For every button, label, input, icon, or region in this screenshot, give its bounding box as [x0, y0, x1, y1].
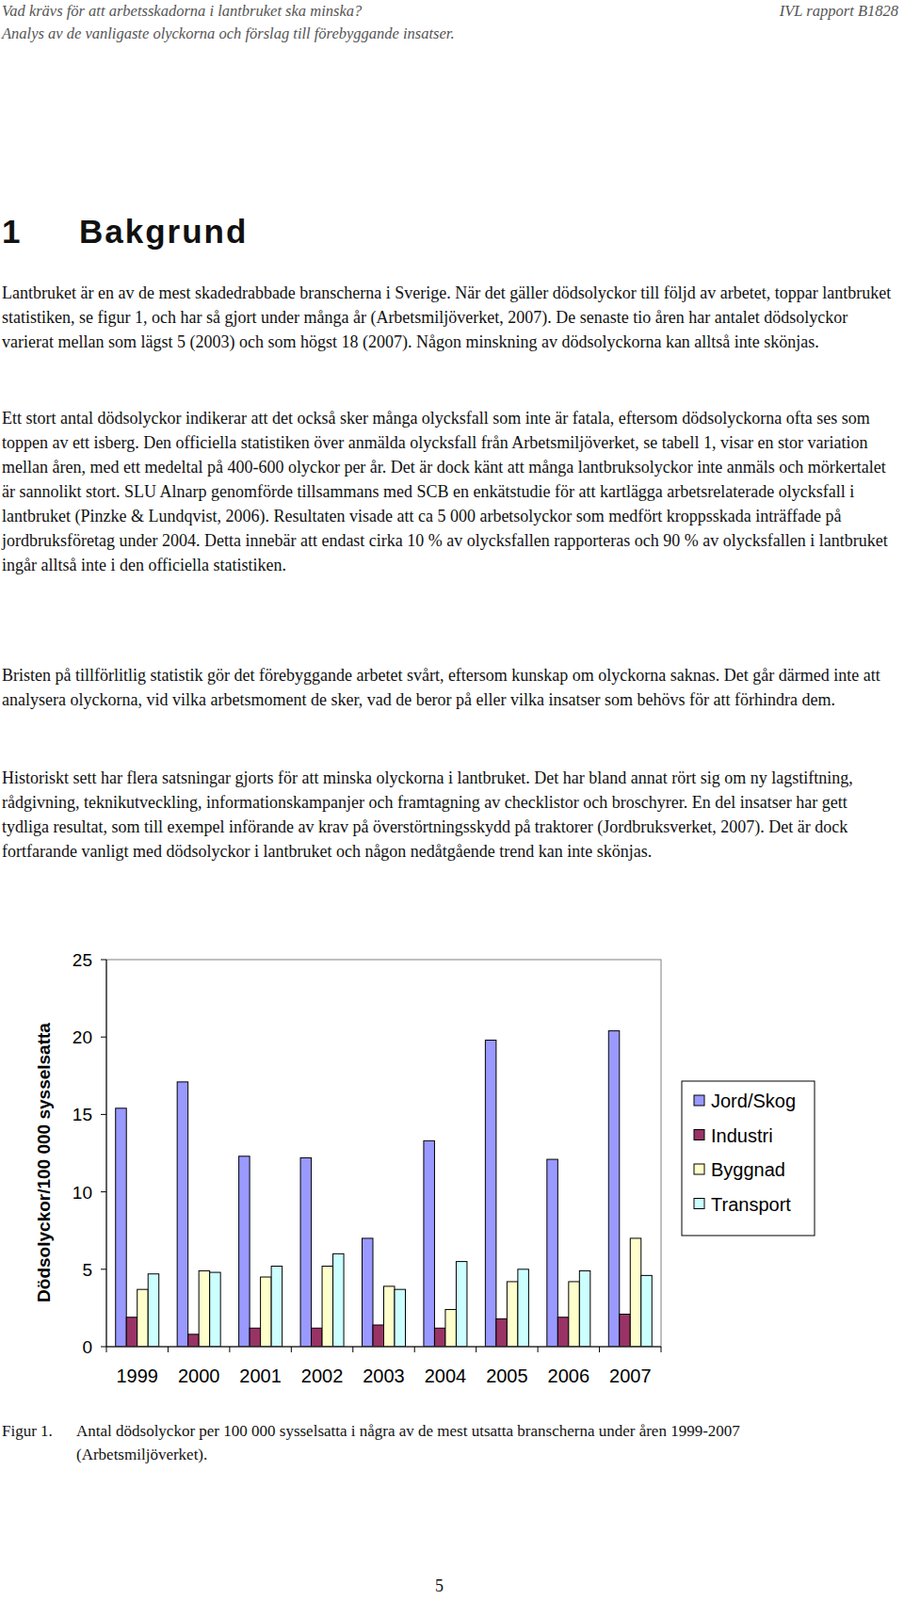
y-tick [100, 1268, 107, 1270]
y-tick-label: 0 [81, 1337, 93, 1357]
y-tick-label: 10 [72, 1182, 93, 1203]
bar [239, 1156, 251, 1347]
bar [137, 1289, 149, 1347]
x-tick-label: 2007 [609, 1365, 652, 1387]
x-tick-label: 2006 [548, 1365, 591, 1387]
bars [115, 1031, 653, 1347]
bar [547, 1159, 559, 1347]
x-tick-label: 1999 [115, 1365, 159, 1387]
x-tick [475, 1346, 477, 1353]
heading-number: 1 [1, 212, 22, 251]
header-report: IVL rapport B1828 [779, 0, 899, 23]
bar [506, 1281, 518, 1347]
bar [300, 1157, 312, 1347]
paragraph: Bristen på tillförlitlig statistik gör d… [1, 662, 893, 712]
bar [311, 1327, 323, 1347]
y-axis-label: Dödsolyckor/100 000 sysselsatta [33, 1022, 54, 1303]
caption-text: Antal dödsolyckor per 100 000 sysselsatt… [76, 1419, 830, 1467]
page-number: 5 [435, 1576, 444, 1597]
bar [372, 1324, 385, 1347]
y-tick-label: 20 [72, 1027, 93, 1048]
bar [608, 1031, 620, 1347]
bar [322, 1266, 334, 1347]
bar [198, 1270, 210, 1347]
x-tick-label: 2003 [362, 1365, 405, 1387]
x-tick-label: 2002 [301, 1365, 344, 1387]
x-tick-label: 2000 [177, 1365, 221, 1387]
legend-box [681, 1081, 815, 1236]
legend-label: Transport [710, 1194, 791, 1215]
bar [455, 1261, 468, 1347]
bar [209, 1272, 222, 1347]
bar [394, 1289, 406, 1347]
bar [423, 1140, 436, 1347]
bar [271, 1266, 283, 1347]
x-tick-label: 2004 [424, 1365, 468, 1387]
bar [484, 1039, 497, 1347]
x-tick [537, 1346, 539, 1353]
x-axis [106, 1346, 662, 1348]
header-subtitle: Analys av de vanligaste olyckorna och fö… [1, 22, 455, 46]
y-tick [100, 1113, 107, 1115]
bar [434, 1327, 446, 1347]
bar [177, 1081, 189, 1347]
bar [517, 1269, 530, 1347]
bar [641, 1275, 653, 1347]
y-tick-label: 25 [72, 950, 93, 970]
x-tick [106, 1346, 108, 1353]
y-axis [106, 959, 108, 1347]
y-tick [100, 959, 107, 961]
x-tick [167, 1346, 169, 1353]
x-tick [352, 1346, 354, 1353]
bar [260, 1276, 273, 1347]
bar [445, 1309, 457, 1347]
bar [384, 1286, 396, 1347]
legend-label: Industri [710, 1125, 774, 1147]
bar [579, 1270, 591, 1347]
bar [115, 1108, 128, 1347]
heading-title: Bakgrund [79, 212, 248, 251]
y-tick [100, 1191, 107, 1193]
x-tick [290, 1346, 292, 1353]
caption-label: Figur 1. [1, 1419, 53, 1443]
header-title: Vad krävs för att arbetsskadorna i lantb… [1, 0, 362, 23]
x-tick [598, 1346, 600, 1353]
y-tick-label: 5 [81, 1259, 93, 1280]
y-tick [100, 1036, 107, 1038]
legend-swatch [694, 1198, 705, 1210]
legend-swatch [694, 1130, 705, 1141]
paragraph: Ett stort antal dödsolyckor indikerar at… [1, 405, 893, 578]
x-tick-label: 2005 [485, 1365, 529, 1387]
chart: 0 5 10 15 20 25 1999 2000 2001 2002 2003 2004 2005 20… [0, 932, 904, 1413]
x-tick [661, 1346, 662, 1353]
x-tick-label: 2001 [239, 1365, 282, 1387]
bar [496, 1318, 508, 1347]
legend-swatch [694, 1163, 705, 1175]
paragraph: Historiskt sett har flera satsningar gjo… [1, 765, 893, 864]
bar [333, 1253, 345, 1347]
bar [362, 1238, 374, 1347]
bar [629, 1238, 642, 1347]
plot-frame [106, 959, 662, 1347]
bar [126, 1317, 138, 1347]
bar [568, 1281, 581, 1347]
bar [557, 1317, 569, 1347]
bar [188, 1334, 200, 1347]
y-tick-label: 15 [72, 1104, 93, 1125]
legend-label: Jord/Skog [710, 1090, 796, 1112]
paragraph: Lantbruket är en av de mest skadedrabbad… [1, 280, 893, 355]
bar [619, 1313, 631, 1347]
legend-swatch [694, 1095, 705, 1106]
x-tick [228, 1346, 230, 1353]
legend-label: Byggnad [710, 1159, 786, 1180]
x-tick [414, 1346, 416, 1353]
y-tick [100, 1346, 107, 1348]
bar [147, 1274, 160, 1347]
bar [249, 1327, 261, 1347]
